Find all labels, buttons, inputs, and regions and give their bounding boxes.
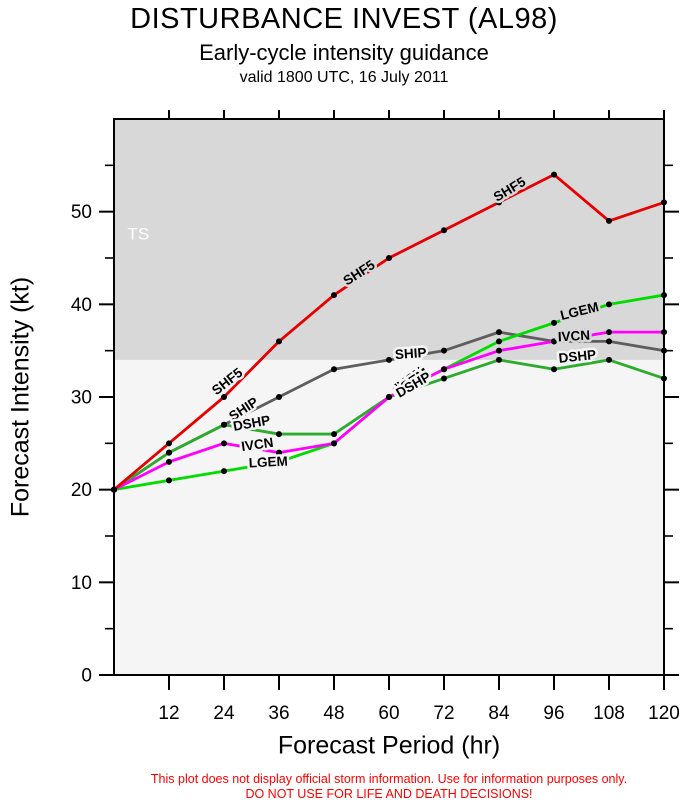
series-label-ts: TS	[127, 224, 149, 243]
series-label-halo: LGEM	[248, 453, 288, 470]
data-point-ivcn	[496, 347, 502, 354]
y-tick-label: 30	[71, 388, 92, 409]
data-point-dshp	[331, 431, 337, 438]
series-label-lgem: LGEM	[248, 453, 288, 470]
series-label-halo: SHIP	[556, 326, 588, 343]
below-ts-region	[114, 359, 664, 675]
data-point-lgem	[551, 319, 557, 326]
series-label-halo: SHIP	[394, 345, 426, 362]
data-point-dshp	[551, 366, 557, 373]
data-point-shf5	[551, 171, 557, 178]
data-point-ivcn	[221, 440, 227, 447]
x-tick-label: 12	[158, 703, 179, 724]
disclaimer-line-1: This plot does not display official stor…	[150, 772, 628, 786]
series-label-ivcn: IVCN	[557, 328, 590, 345]
x-tick-label: 120	[648, 703, 680, 724]
x-tick-label: 84	[488, 703, 510, 724]
y-axis-title: Forecast Intensity (kt)	[6, 276, 35, 518]
disclaimer-line-2: DO NOT USE FOR LIFE AND DEATH DECISIONS!	[245, 787, 533, 801]
data-point-shf5	[276, 338, 282, 345]
data-point-ivcn	[331, 440, 337, 447]
data-point-ship	[331, 366, 337, 373]
y-tick-label: 0	[81, 666, 92, 687]
series-label-ship: SHIP	[556, 326, 588, 343]
intensity-chart: 12 24 36 48 60 72 84 96 108 12001020304050SHF5SHF…	[71, 110, 680, 724]
data-point-dshp	[661, 375, 667, 382]
ts-region	[114, 119, 664, 360]
valid-time-label: valid 1800 UTC, 16 July 2011	[239, 69, 449, 86]
data-point-lgem	[661, 292, 667, 299]
data-point-ivcn	[441, 366, 447, 373]
data-point-ivcn	[386, 394, 392, 400]
data-point-lgem	[221, 468, 227, 475]
x-tick-label: 36	[268, 703, 289, 724]
disclaimer: This plot does not display official stor…	[151, 772, 627, 802]
x-tick-label: 108	[593, 703, 625, 724]
data-point-shf5	[441, 227, 447, 234]
header: DISTURBANCE INVEST (AL98) Early-cycle in…	[0, 2, 688, 88]
x-tick-label: 60	[378, 703, 399, 724]
data-point-dshp	[496, 356, 502, 363]
data-point-ship	[386, 356, 392, 363]
data-point-shf5	[166, 440, 172, 447]
x-tick-label: 24	[213, 703, 235, 724]
x-axis-title: Forecast Period (hr)	[277, 731, 501, 760]
x-tick-label: 72	[433, 703, 454, 724]
series-label-dshp: DSHP	[558, 347, 597, 366]
data-point-dshp	[166, 449, 172, 456]
data-point-ship	[606, 338, 612, 345]
data-point-lgem	[496, 338, 502, 345]
series-label-dshp: DSHP	[232, 413, 272, 434]
data-point-dshp	[441, 375, 447, 382]
y-tick-label: 10	[71, 573, 92, 594]
y-tick-label: 40	[71, 295, 92, 316]
data-point-ivcn	[166, 458, 172, 465]
data-point-lgem	[606, 301, 612, 308]
data-point-shf5	[386, 255, 392, 261]
data-point-ship	[496, 329, 502, 336]
data-point-shf5	[331, 292, 337, 299]
x-tick-label: 48	[323, 703, 344, 724]
data-point-dshp	[221, 421, 227, 428]
data-point-lgem	[166, 477, 172, 484]
data-point-shf5	[221, 394, 227, 400]
data-point-ship	[661, 347, 667, 354]
series-label-halo: DSHP	[558, 347, 597, 366]
y-tick-label: 20	[71, 480, 92, 501]
series-label-ship: SHIP	[394, 345, 426, 362]
series-label-ivcn: IVCN	[240, 435, 274, 454]
x-tick-label: 96	[543, 703, 564, 724]
data-point-dshp	[606, 356, 612, 363]
data-point-dshp	[276, 431, 282, 438]
data-point-lgem	[276, 458, 282, 465]
data-point-ivcn	[606, 329, 612, 336]
data-point-shf5	[496, 199, 502, 206]
data-point-ivcn	[276, 449, 282, 456]
y-tick-label: 50	[71, 202, 92, 223]
page-subtitle: Early-cycle intensity guidance	[199, 40, 489, 65]
data-point-ship	[441, 347, 447, 354]
data-point-shf5	[111, 486, 117, 493]
data-point-ivcn	[551, 338, 557, 345]
series-label-halo: IVCN	[557, 328, 590, 345]
data-point-ship	[276, 394, 282, 400]
data-point-shf5	[606, 217, 612, 224]
page-title: DISTURBANCE INVEST (AL98)	[130, 3, 558, 35]
data-point-ivcn	[661, 329, 667, 336]
data-point-shf5	[661, 199, 667, 206]
